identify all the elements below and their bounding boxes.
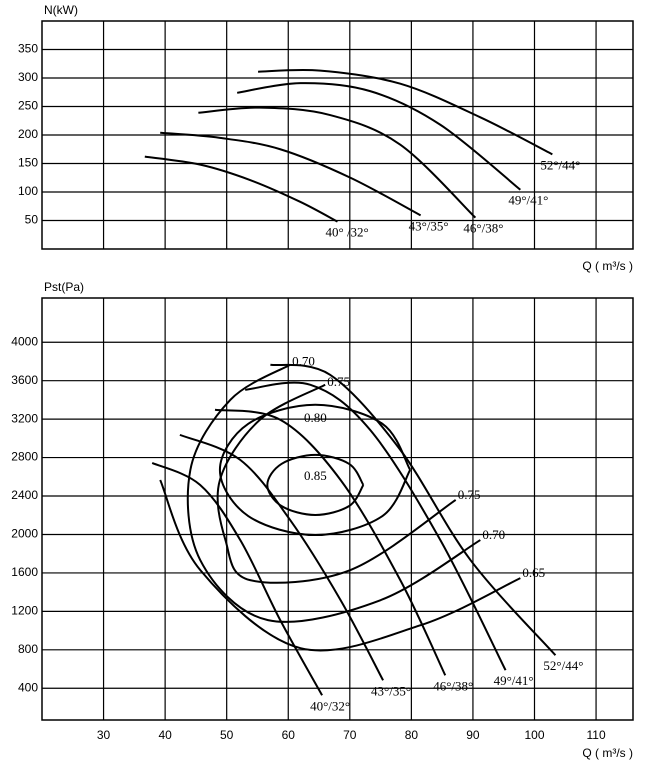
y-tick-label: 1600 — [11, 565, 38, 579]
x-tick-label: 90 — [466, 728, 480, 742]
contour-label: 0.75 — [327, 374, 350, 389]
efficiency-contour — [216, 383, 457, 584]
curve-label: 49°/41° — [508, 193, 548, 208]
y-axis-label: N(kW) — [44, 3, 78, 17]
contour-label: 0.65 — [522, 565, 545, 580]
x-tick-label: 110 — [586, 728, 605, 742]
curve-label: 52°/44° — [540, 157, 580, 172]
x-tick-label: 100 — [524, 728, 544, 742]
y-tick-label: 1200 — [11, 604, 38, 618]
plot-frame — [41, 297, 634, 721]
curve-label: 52°/44° — [543, 658, 583, 673]
y-tick-label: 800 — [18, 642, 38, 656]
contour-label: 0.70 — [292, 354, 315, 369]
y-tick-label: 4000 — [11, 334, 38, 348]
curve-label: 43°/35° — [409, 218, 449, 233]
blade-angle-curve — [270, 363, 557, 656]
y-tick-label: 100 — [18, 184, 38, 198]
efficiency-contour — [159, 479, 521, 652]
y-tick-label: 50 — [25, 213, 39, 227]
x-tick-label: 50 — [220, 728, 234, 742]
curve-label: 40°/32° — [310, 698, 350, 713]
y-tick-label: 2800 — [11, 450, 38, 464]
blade-angle-curve — [237, 82, 521, 191]
curve-label: 49°/41° — [494, 673, 534, 688]
x-tick-label: 60 — [282, 728, 296, 742]
curve-label: 46°/38° — [463, 221, 503, 236]
x-axis-label: Q ( m³/s ) — [582, 746, 633, 760]
y-axis-label: Pst(Pa) — [44, 280, 84, 294]
blade-angle-curve — [214, 408, 447, 676]
efficiency-contour — [266, 453, 365, 516]
y-tick-label: 3200 — [11, 411, 38, 425]
y-tick-label: 400 — [18, 680, 38, 694]
contour-label: 0.75 — [458, 487, 481, 502]
y-tick-label: 350 — [18, 42, 38, 56]
y-tick-label: 150 — [18, 156, 38, 170]
x-tick-label: 70 — [343, 728, 357, 742]
x-tick-label: 30 — [97, 728, 111, 742]
blade-angle-curve — [245, 381, 507, 671]
y-tick-label: 200 — [18, 127, 38, 141]
curve-label: 46°/38° — [433, 678, 473, 693]
contour-label: 0.85 — [304, 468, 327, 483]
x-tick-label: 80 — [405, 728, 419, 742]
y-tick-label: 300 — [18, 70, 38, 84]
blade-angle-curve — [198, 106, 477, 219]
blade-angle-curve — [258, 68, 553, 156]
y-tick-label: 2000 — [11, 527, 38, 541]
blade-angle-curve — [160, 131, 422, 217]
x-axis-label: Q ( m³/s ) — [582, 259, 633, 273]
contour-label: 0.70 — [482, 527, 505, 542]
curve-label: 40° /32° — [326, 225, 369, 240]
y-tick-label: 250 — [18, 99, 38, 113]
efficiency-contour — [186, 363, 481, 623]
curve-label: 43°/35° — [371, 683, 411, 698]
blade-angle-curve — [179, 433, 384, 681]
x-tick-label: 40 — [158, 728, 172, 742]
blade-angle-curve — [151, 462, 323, 696]
blade-angle-curve — [144, 155, 338, 223]
contour-label: 0.80 — [304, 410, 327, 425]
efficiency-contour — [218, 403, 412, 537]
y-tick-label: 3600 — [11, 373, 38, 387]
y-tick-label: 2400 — [11, 488, 38, 502]
